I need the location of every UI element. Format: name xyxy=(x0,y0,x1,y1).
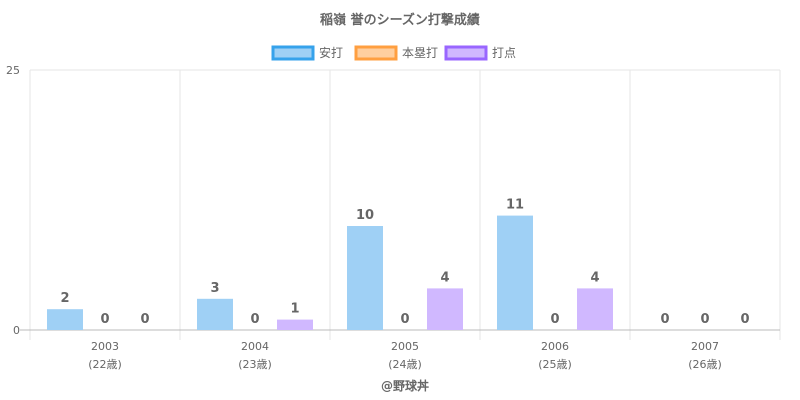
x-tick-sublabel: (23歳) xyxy=(238,358,272,371)
bars xyxy=(47,215,613,330)
bar-打点-2006 xyxy=(577,288,613,330)
data-label: 4 xyxy=(590,270,599,285)
x-tick-label: 2005 xyxy=(391,340,419,353)
bar-打点-2005 xyxy=(427,288,463,330)
x-tick-label: 2006 xyxy=(541,340,569,353)
legend-swatch-0 xyxy=(271,45,315,61)
x-tick-sublabel: (24歳) xyxy=(388,358,422,371)
data-label: 0 xyxy=(660,312,669,327)
y-tick-label: 25 xyxy=(6,64,20,77)
data-label: 0 xyxy=(250,312,259,327)
data-label: 0 xyxy=(400,312,409,327)
legend-swatch-2 xyxy=(444,45,488,61)
data-label: 11 xyxy=(506,198,524,213)
legend-label-2: 打点 xyxy=(492,46,516,60)
data-label: 0 xyxy=(140,312,149,327)
data-label: 0 xyxy=(550,312,559,327)
chart-title: 稲嶺 誉のシーズン打撃成績 xyxy=(320,12,480,28)
x-tick-label: 2003 xyxy=(91,340,119,353)
x-axis: 2003 (22歳) 2004 (23歳) 2005 (24歳) 2006 (25歳) 2007… xyxy=(88,340,722,371)
bar-安打-2005 xyxy=(347,226,383,330)
data-label: 0 xyxy=(740,312,749,327)
x-tick-sublabel: (22歳) xyxy=(88,358,122,371)
legend-swatch-1 xyxy=(354,45,398,61)
x-tick-sublabel: (25歳) xyxy=(538,358,572,371)
bar-打点-2004 xyxy=(277,319,313,330)
x-tick-label: 2004 xyxy=(241,340,269,353)
bar-安打-2004 xyxy=(197,298,233,330)
data-label: 0 xyxy=(100,312,109,327)
y-tick-label: 0 xyxy=(13,324,20,337)
y-axis: 0 25 xyxy=(6,64,20,337)
x-tick-sublabel: (26歳) xyxy=(688,358,722,371)
data-label: 10 xyxy=(356,208,374,223)
legend: 安打 本塁打 打点 xyxy=(271,45,516,61)
legend-label-1: 本塁打 xyxy=(402,46,438,60)
data-label: 1 xyxy=(290,302,299,317)
data-label: 2 xyxy=(60,291,69,306)
credit-text: @野球丼 xyxy=(381,378,429,393)
grid xyxy=(20,69,781,340)
data-label: 3 xyxy=(210,281,219,296)
legend-label-0: 安打 xyxy=(319,45,343,60)
x-tick-label: 2007 xyxy=(691,340,719,353)
data-label: 4 xyxy=(440,270,449,285)
bar-安打-2003 xyxy=(47,309,83,330)
data-label: 0 xyxy=(700,312,709,327)
bar-安打-2006 xyxy=(497,215,533,330)
